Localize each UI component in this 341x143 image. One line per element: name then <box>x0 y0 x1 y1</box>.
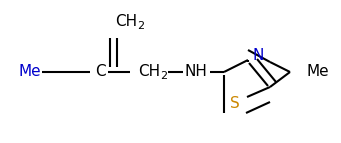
Text: N: N <box>252 47 264 62</box>
Text: 2: 2 <box>160 71 167 81</box>
Text: S: S <box>230 96 240 111</box>
Text: CH: CH <box>115 14 137 29</box>
Text: Me: Me <box>18 64 41 80</box>
Text: 2: 2 <box>137 21 144 31</box>
Text: NH: NH <box>185 64 208 80</box>
Text: CH: CH <box>138 64 160 80</box>
Text: C: C <box>95 64 105 80</box>
Text: Me: Me <box>306 64 329 80</box>
